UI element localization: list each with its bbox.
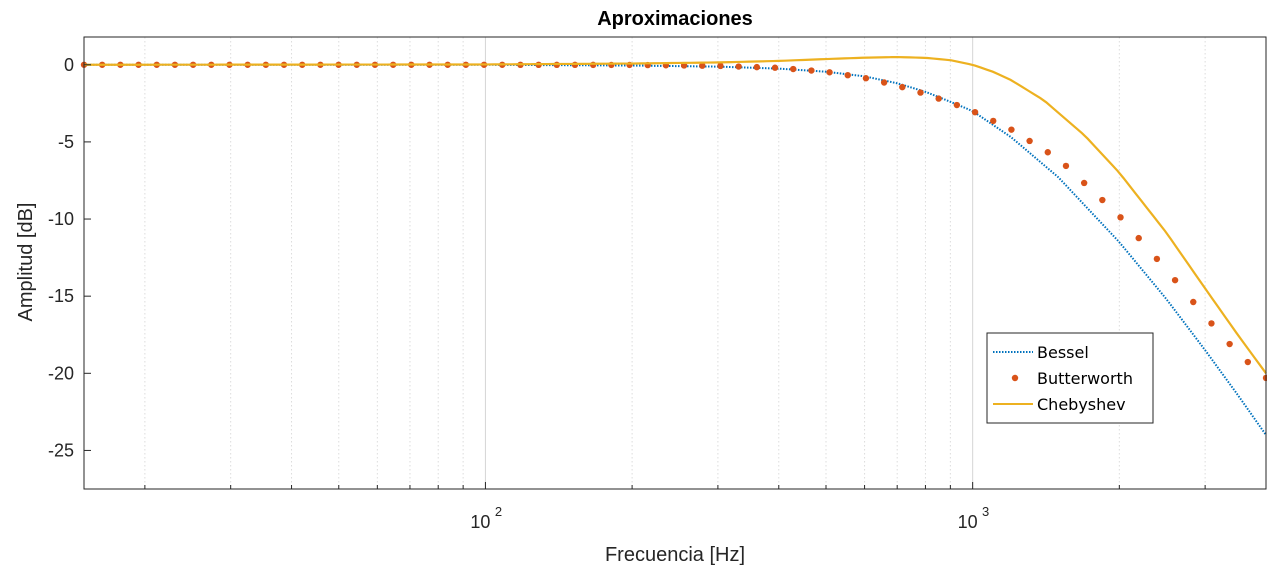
series-butterworth-point <box>935 95 941 101</box>
series-butterworth-point <box>754 64 760 70</box>
series-butterworth-point <box>863 75 869 81</box>
x-tick-label: 10 <box>958 512 978 532</box>
series-butterworth-point <box>1226 341 1232 347</box>
series-butterworth-point <box>1117 214 1123 220</box>
series-butterworth-point <box>972 109 978 115</box>
legend-swatch-butterworth <box>1012 375 1018 381</box>
series-butterworth-point <box>1081 180 1087 186</box>
chart-title: Aproximaciones <box>597 8 753 30</box>
series-butterworth-point <box>1063 163 1069 169</box>
legend-label-chebyshev: Chebyshev <box>1037 395 1126 414</box>
series-butterworth-point <box>717 63 723 69</box>
y-tick-label: -25 <box>48 440 74 460</box>
series-butterworth-point <box>917 89 923 95</box>
legend: Bessel Butterworth Chebyshev <box>987 333 1153 423</box>
x-tick-label: 10 <box>470 512 490 532</box>
series-butterworth-point <box>772 65 778 71</box>
series-butterworth-point <box>790 66 796 72</box>
series-butterworth-point <box>1136 235 1142 241</box>
x-tick-exponent: 3 <box>982 504 989 519</box>
legend-label-bessel: Bessel <box>1037 343 1089 362</box>
series-butterworth-point <box>1008 126 1014 132</box>
y-tick-label: -5 <box>58 132 74 152</box>
legend-label-butterworth: Butterworth <box>1037 369 1133 388</box>
x-tick-exponent: 2 <box>495 504 502 519</box>
y-tick-label: 0 <box>64 55 74 75</box>
series-chebyshev-line <box>84 57 1266 373</box>
y-axis-label: Amplitud [dB] <box>15 203 37 322</box>
series-butterworth-point <box>1154 256 1160 262</box>
series-butterworth-point <box>808 67 814 73</box>
series-butterworth-point <box>990 118 996 124</box>
series-butterworth-point <box>735 63 741 69</box>
series-butterworth-point <box>1026 138 1032 144</box>
y-tick-label: -20 <box>48 363 74 383</box>
series-butterworth-point <box>826 69 832 75</box>
series-butterworth-point <box>1172 277 1178 283</box>
series-butterworth-point <box>1045 149 1051 155</box>
series-butterworth-point <box>845 72 851 78</box>
y-tick-label: -15 <box>48 286 74 306</box>
series-butterworth-point <box>1099 197 1105 203</box>
series-butterworth-point <box>1190 299 1196 305</box>
y-tick-label: -10 <box>48 209 74 229</box>
series-butterworth-point <box>1208 320 1214 326</box>
series-butterworth-point <box>1245 359 1251 365</box>
x-axis-label: Frecuencia [Hz] <box>605 544 745 566</box>
series-butterworth-point <box>899 84 905 90</box>
series-butterworth-point <box>954 102 960 108</box>
series-butterworth-point <box>881 79 887 85</box>
